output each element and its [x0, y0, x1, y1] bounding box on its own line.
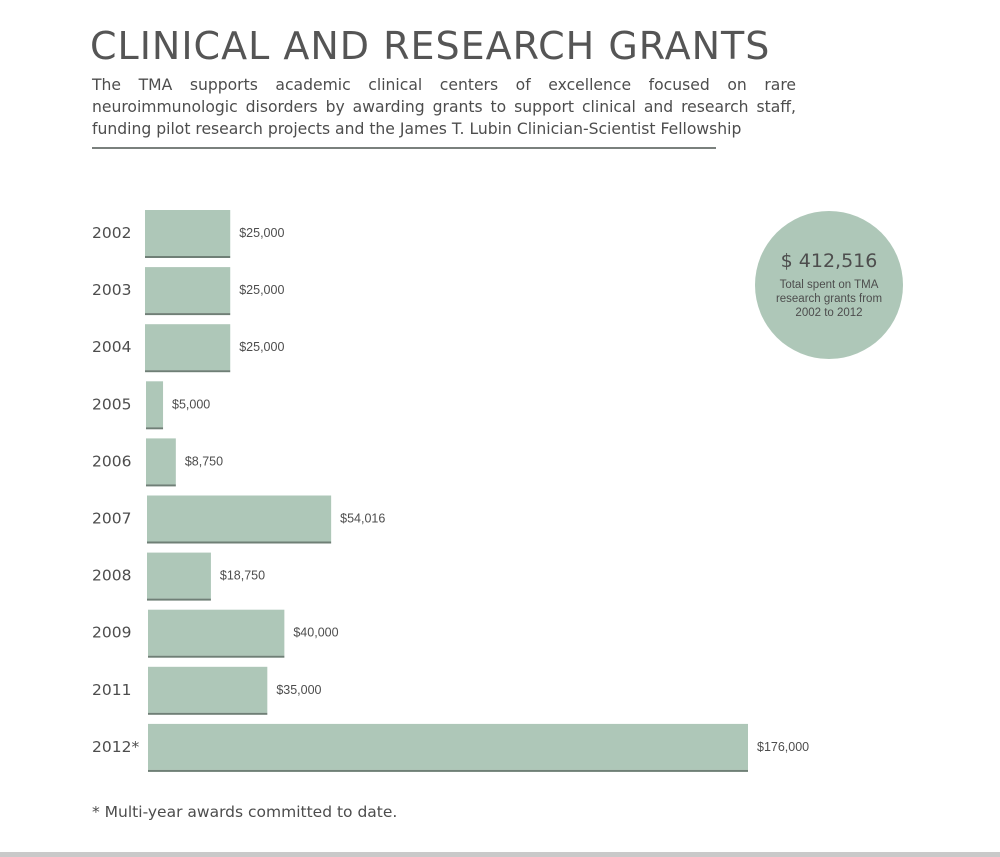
callout-description: Total spent on TMA research grants from … [775, 279, 883, 319]
bar-baseline [147, 541, 332, 544]
footnote: * Multi-year awards committed to date. [92, 803, 398, 821]
bar [148, 609, 285, 656]
total-callout-circle: $ 412,516 Total spent on TMA research gr… [755, 211, 903, 359]
bar [146, 381, 164, 428]
header-divider [92, 147, 716, 149]
bar [145, 267, 231, 314]
value-label: $40,000 [293, 626, 338, 640]
year-label: 2009 [92, 624, 131, 642]
intro-paragraph: The TMA supports academic clinical cente… [92, 76, 796, 138]
value-label: $176,000 [757, 740, 809, 754]
bar [148, 723, 748, 770]
bar-baseline [148, 769, 748, 772]
year-label: 2003 [92, 281, 131, 299]
value-label: $25,000 [239, 226, 284, 240]
value-label: $8,750 [185, 454, 223, 468]
bar [145, 210, 231, 256]
page-title: CLINICAL AND RESEARCH GRANTS [90, 24, 771, 68]
year-label: 2011 [92, 681, 131, 699]
bar-baseline [145, 313, 231, 316]
value-label: $25,000 [239, 283, 284, 297]
year-label: 2007 [92, 510, 131, 528]
bar-baseline [145, 370, 231, 373]
bar [145, 324, 231, 371]
bar-baseline [146, 427, 164, 430]
year-label: 2008 [92, 567, 131, 585]
bar-baseline [146, 484, 176, 487]
callout-total-amount: $ 412,516 [780, 250, 878, 272]
year-label: 2004 [92, 338, 131, 356]
value-label: $35,000 [276, 683, 321, 697]
bar [147, 552, 211, 599]
year-label: 2006 [92, 452, 131, 470]
value-label: $25,000 [239, 340, 284, 354]
bar [146, 438, 176, 485]
year-label: 2012* [92, 738, 139, 756]
bar-baseline [148, 712, 268, 715]
bar-baseline [145, 256, 231, 258]
value-label: $54,016 [340, 512, 385, 526]
value-label: $5,000 [172, 397, 210, 411]
year-label: 2002 [92, 224, 131, 242]
year-label: 2005 [92, 395, 131, 413]
bottom-divider [0, 852, 1000, 857]
bar-baseline [147, 598, 211, 601]
bar-baseline [148, 655, 285, 658]
bar [147, 495, 332, 542]
bar [148, 666, 268, 713]
value-label: $18,750 [220, 569, 265, 583]
